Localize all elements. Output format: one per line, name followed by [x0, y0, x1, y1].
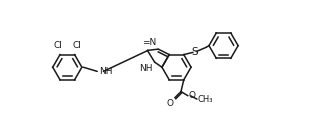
- Text: NH: NH: [139, 64, 152, 73]
- Text: =N: =N: [142, 38, 156, 47]
- Text: O: O: [167, 99, 174, 108]
- Text: Cl: Cl: [53, 41, 62, 50]
- Text: NH: NH: [99, 67, 112, 76]
- Text: CH₃: CH₃: [198, 95, 213, 104]
- Text: Cl: Cl: [72, 41, 81, 50]
- Text: O: O: [189, 91, 196, 100]
- Text: S: S: [191, 47, 198, 57]
